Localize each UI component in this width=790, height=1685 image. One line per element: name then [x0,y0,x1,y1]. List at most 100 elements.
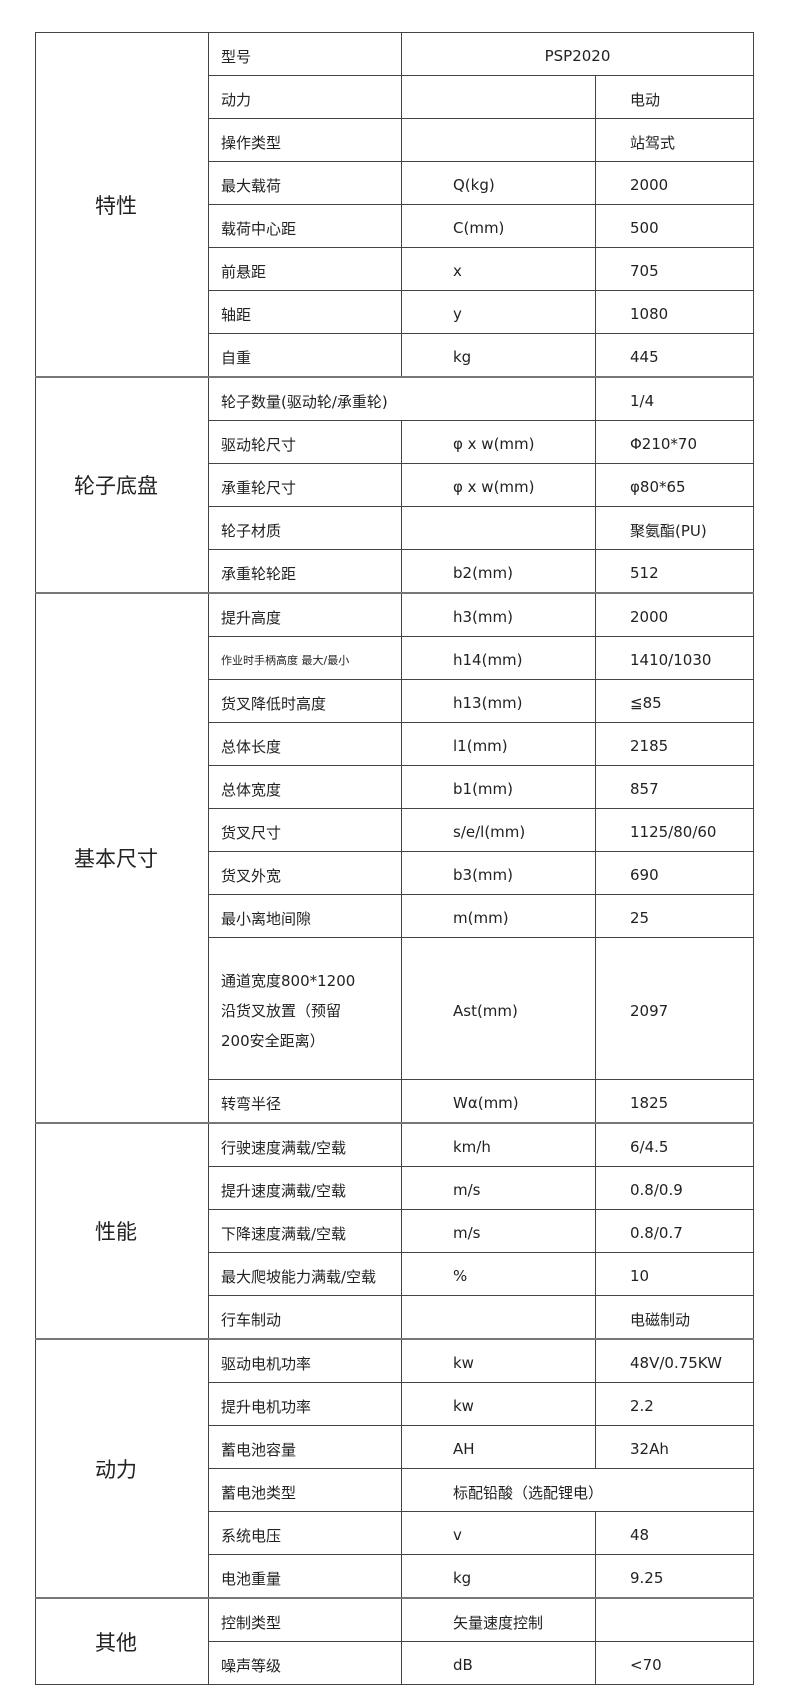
spec-label: 总体宽度 [208,765,402,809]
spec-value: 6/4.5 [594,1122,755,1167]
table-row: 电池重量 kg 9.25 [36,1554,755,1599]
table-row: 操作类型 站驾式 [36,118,755,162]
spec-label: 提升高度 [208,592,402,637]
spec-value: 48V/0.75KW [594,1338,755,1383]
spec-label: 噪声等级 [208,1641,402,1685]
table-row: 提升速度满载/空载 m/s 0.8/0.9 [36,1166,755,1210]
spec-label: 提升电机功率 [208,1382,402,1426]
spec-label: 电池重量 [208,1554,402,1599]
spec-label: 行驶速度满载/空载 [208,1122,402,1167]
spec-value: ≦85 [594,679,755,723]
spec-unit: b3(mm) [401,851,596,895]
spec-value: 705 [594,247,755,291]
table-row: 货叉外宽 b3(mm) 690 [36,851,755,895]
spec-label: 蓄电池类型 [208,1468,402,1512]
spec-value: 2185 [594,722,755,766]
spec-unit: kw [401,1382,596,1426]
spec-unit: 标配铅酸（选配锂电） [400,1468,755,1512]
spec-unit: kw [401,1338,596,1383]
spec-value: 445 [594,333,755,378]
spec-value: 690 [594,851,755,895]
table-row: 提升电机功率 kw 2.2 [36,1382,755,1426]
spec-value: 48 [594,1511,755,1555]
spec-label: 系统电压 [208,1511,402,1555]
spec-unit: s/e/l(mm) [401,808,596,852]
spec-label: 最大载荷 [208,161,402,205]
spec-unit: φ x w(mm) [401,463,596,507]
spec-label: 自重 [208,333,402,378]
spec-unit: φ x w(mm) [401,420,596,464]
spec-unit: h3(mm) [401,592,596,637]
spec-value: 2097 [594,937,755,1080]
table-row: 性能 行驶速度满载/空载 km/h 6/4.5 [35,1122,755,1340]
spec-unit: x [401,247,596,291]
spec-unit: dB [401,1641,596,1685]
spec-label: 提升速度满载/空载 [208,1166,402,1210]
spec-value: 1080 [594,290,755,334]
table-row: 下降速度满载/空载 m/s 0.8/0.7 [36,1209,755,1253]
spec-unit: C(mm) [401,204,596,248]
spec-label: 蓄电池容量 [208,1425,402,1469]
table-row: 货叉尺寸 s/e/l(mm) 1125/80/60 [36,808,755,852]
spec-label: 最小离地间隙 [208,894,402,938]
spec-label: 承重轮轮距 [208,549,402,594]
spec-unit: Q(kg) [401,161,596,205]
spec-label: 操作类型 [208,118,402,162]
spec-value [594,1597,755,1642]
table-row: 轴距 y 1080 [36,290,755,334]
spec-value: 站驾式 [594,118,755,162]
spec-unit: 矢量速度控制 [401,1597,596,1642]
spec-label: 总体长度 [208,722,402,766]
spec-unit: v [401,1511,596,1555]
spec-unit [401,118,596,162]
spec-unit: l1(mm) [401,722,596,766]
spec-unit: h13(mm) [401,679,596,723]
spec-unit [401,506,596,550]
spec-unit: m(mm) [401,894,596,938]
table-row: 载荷中心距 C(mm) 500 [36,204,755,248]
spec-value: 9.25 [594,1554,755,1599]
spec-label: 驱动电机功率 [208,1338,402,1383]
section-label: 轮子底盘 [35,376,209,594]
spec-value: 聚氨酯(PU) [594,506,755,550]
table-row: 承重轮尺寸 φ x w(mm) φ80*65 [36,463,755,507]
table-row: 行车制动 电磁制动 [36,1295,755,1340]
table-row: 轮子材质 聚氨酯(PU) [36,506,755,550]
spec-value: 1/4 [594,376,755,421]
spec-unit: h14(mm) [401,636,596,680]
table-row: 通道宽度800*1200 沿货叉放置（预留 200安全距离） Ast(mm) 209… [36,937,755,1080]
section-label: 基本尺寸 [35,592,209,1124]
table-row: 最大载荷 Q(kg) 2000 [36,161,755,205]
table-row: 作业时手柄高度 最大/最小 h14(mm) 1410/1030 [36,636,755,680]
table-row: 自重 kg 445 [36,333,755,378]
spec-value: 2.2 [594,1382,755,1426]
spec-value: 电动 [594,75,755,119]
table-row: 转弯半径 Wα(mm) 1825 [36,1079,755,1124]
spec-value: 857 [594,765,755,809]
spec-label: 承重轮尺寸 [208,463,402,507]
spec-value: 500 [594,204,755,248]
spec-value: 512 [594,549,755,594]
spec-unit: kg [401,333,596,378]
spec-unit: Wα(mm) [401,1079,596,1124]
table-row: 承重轮轮距 b2(mm) 512 [36,549,755,594]
spec-value: 10 [594,1252,755,1296]
spec-label: 货叉外宽 [208,851,402,895]
spec-label: 型号 [208,32,402,76]
spec-label: 行车制动 [208,1295,402,1340]
table-row: 蓄电池容量 AH 32Ah [36,1425,755,1469]
table-row: 基本尺寸 提升高度 h3(mm) 2000 [35,592,755,1124]
spec-label: 轴距 [208,290,402,334]
spec-label: 控制类型 [208,1597,402,1642]
spec-value: 1410/1030 [594,636,755,680]
spec-label: 载荷中心距 [208,204,402,248]
spec-unit: y [401,290,596,334]
section-label: 特性 [35,32,209,378]
spec-label: 动力 [208,75,402,119]
section-label: 动力 [35,1338,209,1599]
table-row: 前悬距 x 705 [36,247,755,291]
spec-value: 0.8/0.7 [594,1209,755,1253]
spec-value: 2000 [594,592,755,637]
table-row: 总体长度 l1(mm) 2185 [36,722,755,766]
spec-value: PSP2020 [400,32,755,76]
